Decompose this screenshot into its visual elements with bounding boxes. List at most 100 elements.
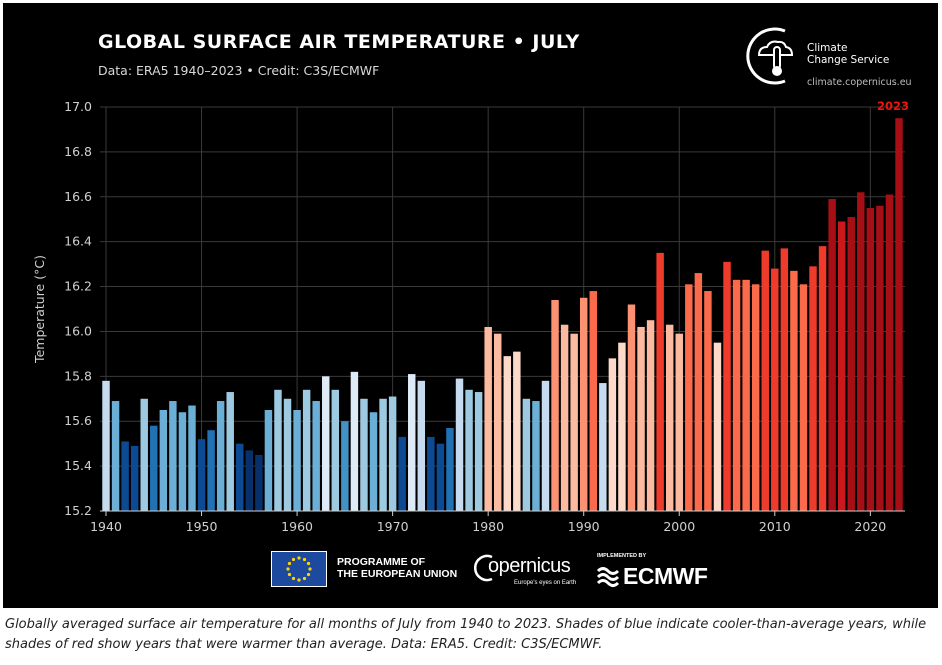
bar xyxy=(446,427,454,511)
bar xyxy=(408,374,416,511)
bar xyxy=(570,333,578,511)
bar xyxy=(379,398,387,511)
bar xyxy=(283,398,292,511)
chart-panel: GLOBAL SURFACE AIR TEMPERATURE • JULY Da… xyxy=(3,3,938,608)
bar xyxy=(560,324,569,511)
bar xyxy=(627,304,636,511)
x-tick-label: 1950 xyxy=(186,519,218,533)
bar xyxy=(216,401,225,511)
c3s-url: climate.copernicus.eu xyxy=(807,77,912,88)
bar xyxy=(704,291,712,511)
partner-logos: PROGRAMME OF THE EUROPEAN UNION opernicu… xyxy=(267,541,747,593)
bar xyxy=(551,300,559,511)
y-tick-label: 16.0 xyxy=(64,323,92,338)
bar xyxy=(866,208,875,511)
bar xyxy=(111,401,120,511)
eu-star xyxy=(306,561,311,566)
eu-stars-icon xyxy=(286,556,312,582)
bar xyxy=(665,324,674,511)
y-tick-label: 15.6 xyxy=(64,413,92,428)
bar xyxy=(771,268,779,511)
eu-line1: PROGRAMME OF xyxy=(337,556,426,568)
bar xyxy=(150,425,158,511)
bar xyxy=(847,216,855,511)
bar xyxy=(532,401,540,511)
x-tick-label: 2020 xyxy=(854,519,886,533)
eu-line2: THE EUROPEAN UNION xyxy=(337,568,458,580)
bar xyxy=(837,221,846,511)
bar xyxy=(255,454,263,511)
bar xyxy=(331,389,340,511)
bar xyxy=(656,252,664,511)
bar xyxy=(369,412,378,511)
bar xyxy=(885,194,894,512)
y-axis-label: Temperature (°C) xyxy=(32,255,47,364)
eu-flag-icon xyxy=(271,551,327,587)
bar xyxy=(675,333,683,511)
y-tick-label: 16.6 xyxy=(64,189,92,204)
bar xyxy=(474,392,483,511)
bar xyxy=(197,439,206,511)
bar xyxy=(226,392,234,511)
bar xyxy=(799,284,808,511)
bar xyxy=(608,358,617,511)
bar xyxy=(761,250,769,511)
bar xyxy=(618,342,626,511)
x-tick-label: 2010 xyxy=(759,519,791,533)
bar xyxy=(732,279,741,511)
y-tick-label: 16.2 xyxy=(64,279,92,294)
chart-subtitle: Data: ERA5 1940–2023 • Credit: C3S/ECMWF xyxy=(98,63,380,78)
eu-star xyxy=(291,576,296,581)
bar xyxy=(102,380,110,511)
bar xyxy=(427,436,435,511)
bar xyxy=(140,398,148,511)
bar xyxy=(828,199,836,511)
bar xyxy=(312,401,320,511)
x-tick-label: 1960 xyxy=(281,519,313,533)
bar xyxy=(895,118,903,511)
y-tick-label: 15.4 xyxy=(64,458,92,473)
bar xyxy=(637,326,645,511)
bar-chart: 15.2 15.4 15.6 15.8 16.0 16.2 16.4 16.6 16.8 17.0… xyxy=(32,99,909,533)
x-tick-label: 1980 xyxy=(472,519,504,533)
eu-star xyxy=(291,557,296,562)
bars xyxy=(102,118,903,512)
bar xyxy=(484,326,492,511)
bar xyxy=(541,380,550,511)
bar xyxy=(236,443,244,511)
axis-labels: 15.2 15.4 15.6 15.8 16.0 16.2 16.4 16.6 16.8 17.0… xyxy=(32,99,909,533)
bar xyxy=(809,266,817,511)
figure-caption: Globally averaged surface air temperatur… xyxy=(5,617,927,652)
bar xyxy=(455,378,464,511)
bar xyxy=(169,401,177,511)
bar xyxy=(159,410,168,511)
bar xyxy=(857,192,865,512)
bar xyxy=(790,270,798,511)
eu-star xyxy=(306,572,311,577)
bar xyxy=(522,398,531,511)
copernicus-tagline: Europe's eyes on Earth xyxy=(514,580,577,586)
ecmwf-wave-icon xyxy=(596,567,620,587)
bar xyxy=(599,383,607,511)
axes xyxy=(100,510,905,516)
bar xyxy=(713,342,722,511)
bar xyxy=(646,320,655,511)
c3s-name-line1: Climate xyxy=(807,42,848,54)
bar xyxy=(360,398,368,511)
bar xyxy=(876,205,884,511)
bar xyxy=(694,273,703,511)
bar xyxy=(503,356,512,511)
bar xyxy=(245,450,254,511)
eu-star xyxy=(297,556,301,560)
ecmwf-implemented-by: IMPLEMENTED BY xyxy=(597,553,647,559)
eu-star xyxy=(286,567,290,571)
y-tick-label: 17.0 xyxy=(64,99,92,114)
copernicus-c-icon xyxy=(474,554,493,582)
bar xyxy=(341,421,349,511)
eu-star xyxy=(297,578,301,582)
ecmwf-name: ECMWF xyxy=(623,563,708,589)
x-tick-label: 1990 xyxy=(568,519,600,533)
c3s-thermometer-icon xyxy=(746,27,794,85)
bar xyxy=(274,389,282,511)
bar xyxy=(493,333,502,511)
